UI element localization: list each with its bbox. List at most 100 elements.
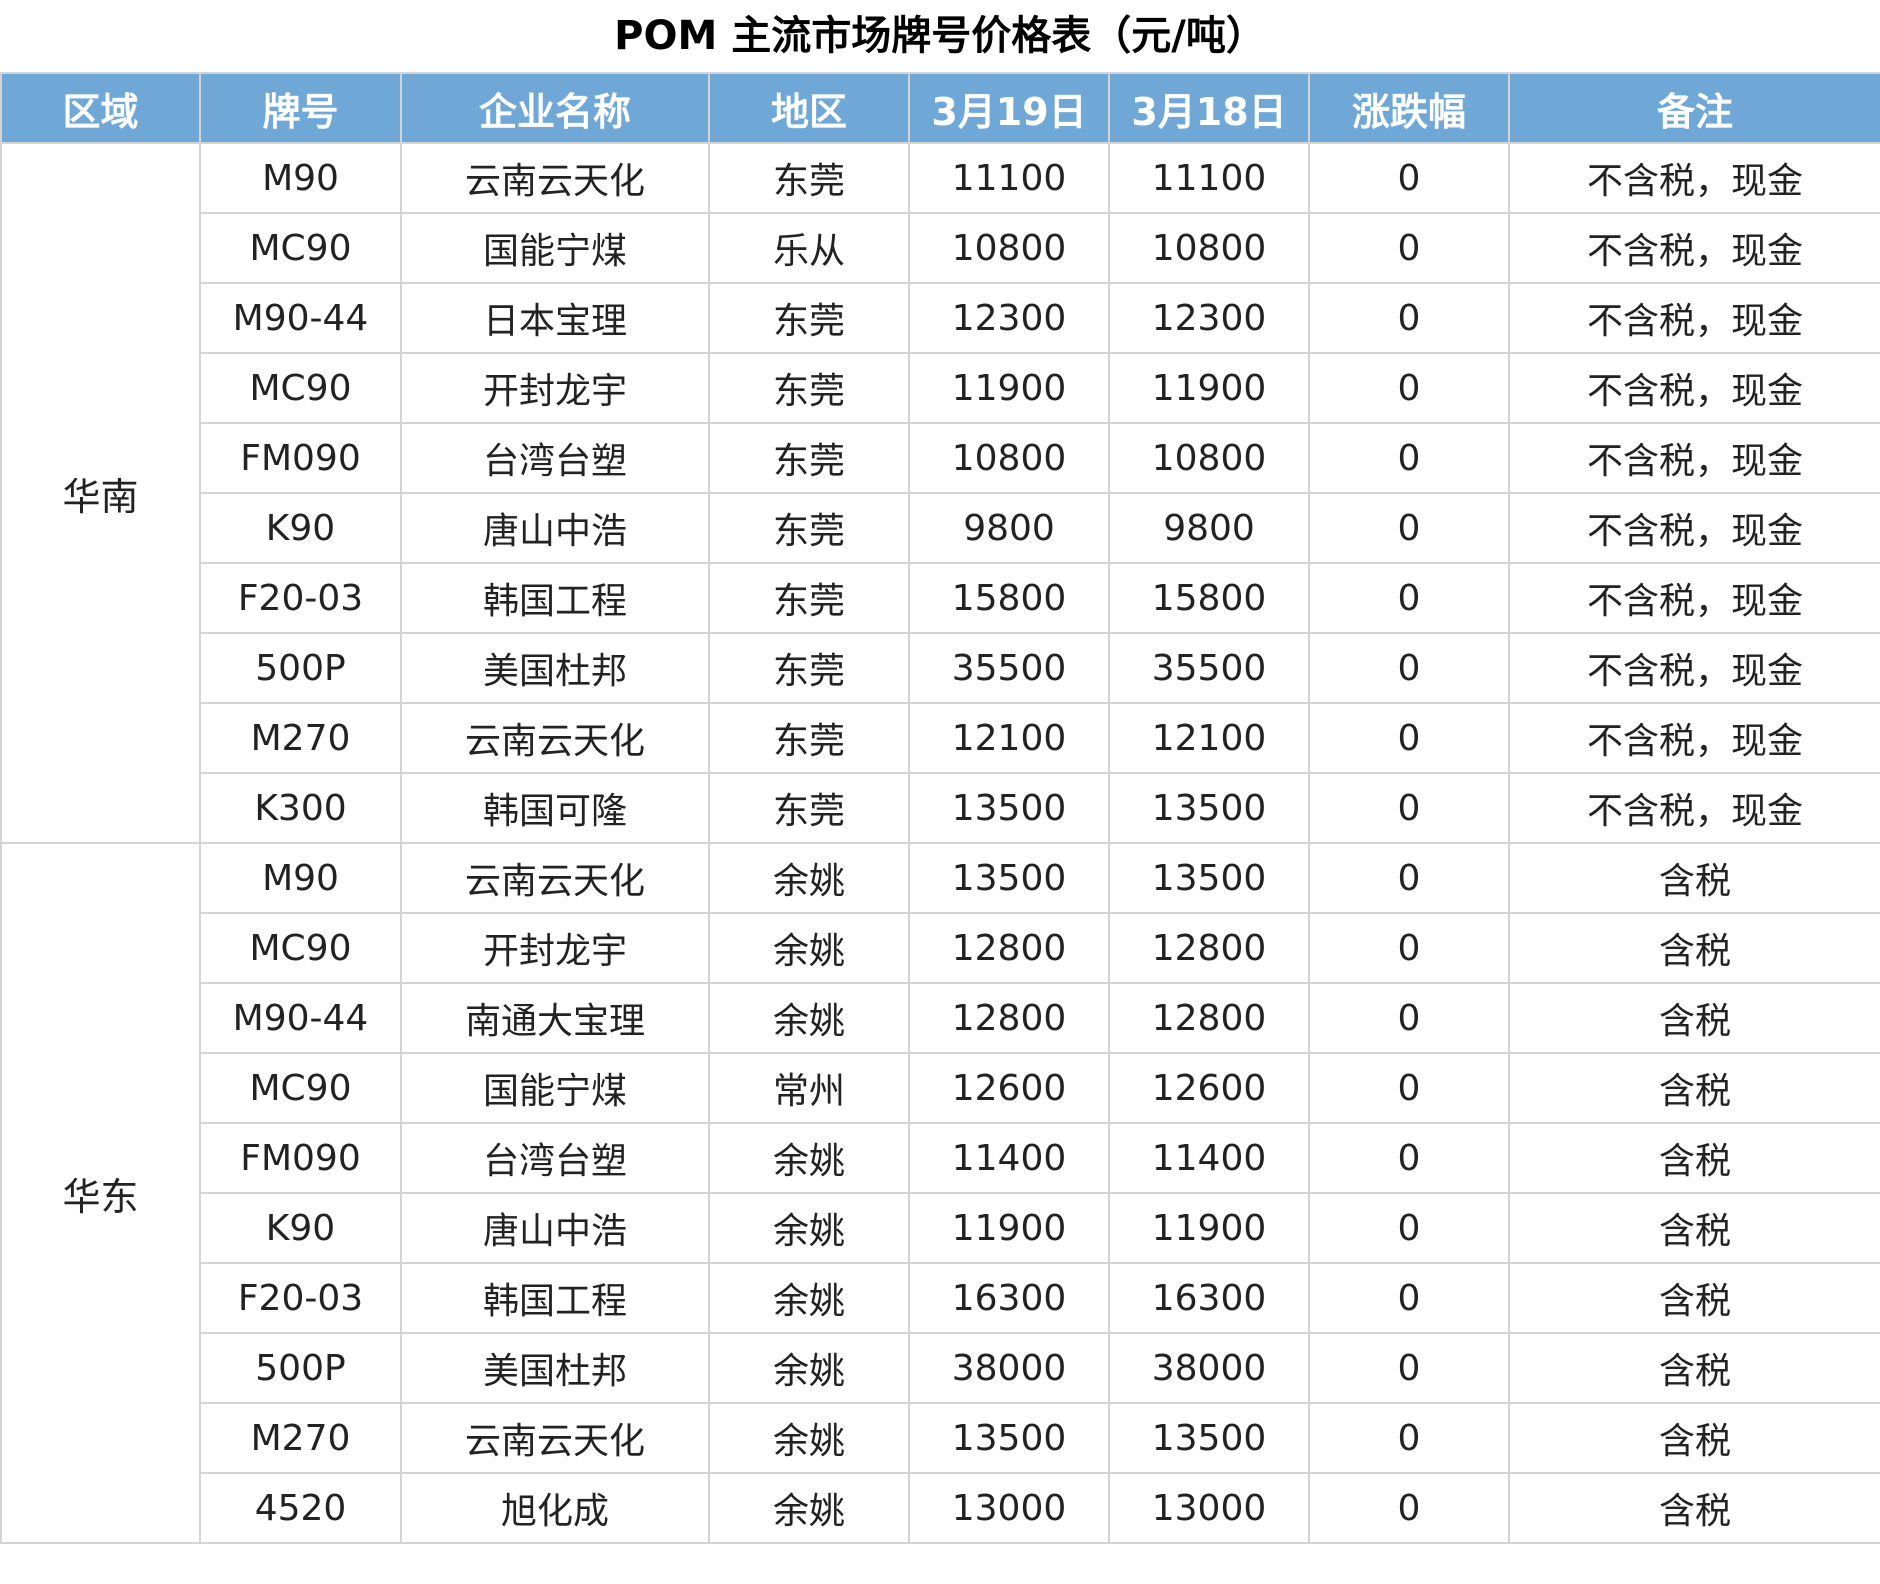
price-mar18-cell: 10800 [1108, 212, 1310, 284]
price-mar19-cell: 35500 [908, 632, 1110, 704]
table-row: 500P 美国杜邦 东莞 35500 35500 0 不含税，现金 [1, 632, 1880, 704]
change-cell: 0 [1308, 282, 1510, 354]
grade-cell: M90-44 [199, 282, 402, 354]
price-mar18-cell: 10800 [1108, 422, 1310, 494]
grade-cell: M270 [199, 1402, 402, 1474]
grade-cell: MC90 [199, 912, 402, 984]
location-cell: 东莞 [708, 352, 910, 424]
company-cell: 国能宁煤 [400, 1052, 710, 1124]
price-mar18-cell: 12300 [1108, 282, 1310, 354]
price-mar19-cell: 12300 [908, 282, 1110, 354]
grade-cell: M270 [199, 702, 402, 774]
change-cell: 0 [1308, 702, 1510, 774]
change-cell: 0 [1308, 1262, 1510, 1334]
price-mar19-cell: 13500 [908, 842, 1110, 914]
company-cell: 开封龙宇 [400, 352, 710, 424]
company-cell: 唐山中浩 [400, 1192, 710, 1264]
region-cell: 华东 [0, 842, 201, 1544]
table-row: K300 韩国可隆 东莞 13500 13500 0 不含税，现金 [1, 772, 1880, 844]
change-cell: 0 [1308, 1122, 1510, 1194]
remark-cell: 含税 [1508, 1402, 1880, 1474]
grade-cell: M90-44 [199, 982, 402, 1054]
company-cell: 台湾台塑 [400, 422, 710, 494]
price-mar19-cell: 15800 [908, 562, 1110, 634]
remark-cell: 含税 [1508, 1262, 1880, 1334]
company-cell: 韩国可隆 [400, 772, 710, 844]
change-cell: 0 [1308, 212, 1510, 284]
location-cell: 余姚 [708, 842, 910, 914]
location-cell: 余姚 [708, 1472, 910, 1544]
change-cell: 0 [1308, 142, 1510, 214]
price-mar19-cell: 12800 [908, 982, 1110, 1054]
remark-cell: 含税 [1508, 1122, 1880, 1194]
price-mar18-cell: 12600 [1108, 1052, 1310, 1124]
location-cell: 东莞 [708, 422, 910, 494]
change-cell: 0 [1308, 1192, 1510, 1264]
table-row: MC90 开封龙宇 东莞 11900 11900 0 不含税，现金 [1, 352, 1880, 424]
price-mar18-cell: 12800 [1108, 912, 1310, 984]
table-row: MC90 开封龙宇 余姚 12800 12800 0 含税 [1, 912, 1880, 984]
table-row: 华南 M90 云南云天化 东莞 11100 11100 0 不含税，现金 [0, 142, 1880, 844]
grade-cell: F20-03 [199, 1262, 402, 1334]
remark-cell: 含税 [1508, 842, 1880, 914]
price-mar19-cell: 12800 [908, 912, 1110, 984]
price-mar19-cell: 38000 [908, 1332, 1110, 1404]
column-header-price-mar18: 3月18日 [1108, 72, 1310, 144]
location-cell: 余姚 [708, 982, 910, 1054]
change-cell: 0 [1308, 842, 1510, 914]
region-cell: 华南 [0, 142, 201, 844]
location-cell: 东莞 [708, 492, 910, 564]
price-mar18-cell: 11400 [1108, 1122, 1310, 1194]
price-table: 区域 牌号 企业名称 地区 3月19日 3月18日 涨跌幅 备注 华南 M90 云南云天化 东莞 11… [0, 72, 1880, 1544]
remark-cell: 不含税，现金 [1508, 632, 1880, 704]
price-mar19-cell: 11900 [908, 1192, 1110, 1264]
table-row: M270 云南云天化 东莞 12100 12100 0 不含税，现金 [1, 702, 1880, 774]
remark-cell: 不含税，现金 [1508, 212, 1880, 284]
company-cell: 唐山中浩 [400, 492, 710, 564]
table-row: FM090 台湾台塑 东莞 10800 10800 0 不含税，现金 [1, 422, 1880, 494]
column-header-grade: 牌号 [199, 72, 402, 144]
company-cell: 云南云天化 [400, 842, 710, 914]
price-mar18-cell: 12100 [1108, 702, 1310, 774]
company-cell: 云南云天化 [400, 1402, 710, 1474]
remark-cell: 不含税，现金 [1508, 702, 1880, 774]
price-mar19-cell: 12600 [908, 1052, 1110, 1124]
grade-cell: K90 [199, 1192, 402, 1264]
column-header-region: 区域 [0, 72, 201, 144]
company-cell: 韩国工程 [400, 562, 710, 634]
location-cell: 东莞 [708, 142, 910, 214]
location-cell: 乐从 [708, 212, 910, 284]
table-row: MC90 国能宁煤 常州 12600 12600 0 含税 [1, 1052, 1880, 1124]
location-cell: 余姚 [708, 912, 910, 984]
change-cell: 0 [1308, 982, 1510, 1054]
remark-cell: 含税 [1508, 1332, 1880, 1404]
change-cell: 0 [1308, 352, 1510, 424]
remark-cell: 不含税，现金 [1508, 422, 1880, 494]
price-mar18-cell: 13500 [1108, 1402, 1310, 1474]
grade-cell: MC90 [199, 212, 402, 284]
price-mar18-cell: 11900 [1108, 1192, 1310, 1264]
price-mar19-cell: 10800 [908, 212, 1110, 284]
change-cell: 0 [1308, 1052, 1510, 1124]
change-cell: 0 [1308, 1472, 1510, 1544]
company-cell: 国能宁煤 [400, 212, 710, 284]
table-row: F20-03 韩国工程 东莞 15800 15800 0 不含税，现金 [1, 562, 1880, 634]
location-cell: 东莞 [708, 632, 910, 704]
price-mar19-cell: 11100 [908, 142, 1110, 214]
company-cell: 南通大宝理 [400, 982, 710, 1054]
remark-cell: 不含税，现金 [1508, 282, 1880, 354]
location-cell: 东莞 [708, 702, 910, 774]
price-mar19-cell: 12100 [908, 702, 1110, 774]
company-cell: 美国杜邦 [400, 632, 710, 704]
change-cell: 0 [1308, 912, 1510, 984]
table-row: M90-44 南通大宝理 余姚 12800 12800 0 含税 [1, 982, 1880, 1054]
remark-cell: 含税 [1508, 1052, 1880, 1124]
price-mar19-cell: 13500 [908, 772, 1110, 844]
price-mar18-cell: 13500 [1108, 772, 1310, 844]
price-mar18-cell: 11100 [1108, 142, 1310, 214]
price-mar18-cell: 13500 [1108, 842, 1310, 914]
table-row: K90 唐山中浩 东莞 9800 9800 0 不含税，现金 [1, 492, 1880, 564]
remark-cell: 不含税，现金 [1508, 492, 1880, 564]
price-mar18-cell: 35500 [1108, 632, 1310, 704]
price-mar18-cell: 16300 [1108, 1262, 1310, 1334]
